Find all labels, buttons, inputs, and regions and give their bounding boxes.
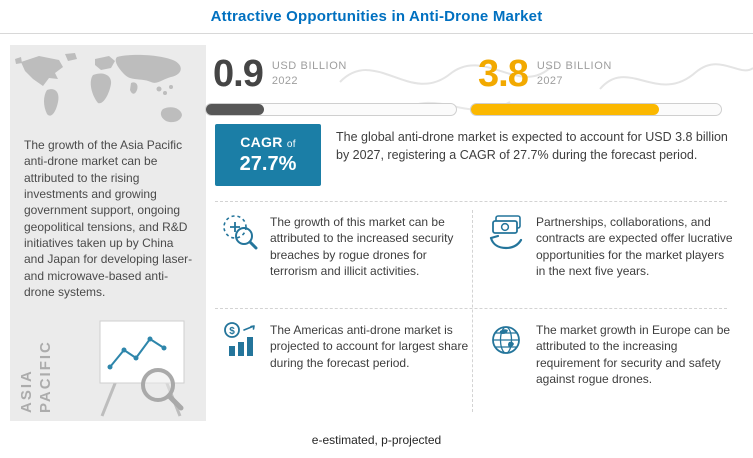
region-description: The growth of the Asia Pacific anti-dron…: [24, 138, 193, 299]
market-size-bar-2027-fill: [471, 104, 659, 115]
cagr-word: CAGR: [240, 134, 283, 150]
market-size-2027-value: 3.8: [478, 53, 529, 95]
insight-text: The Americas anti-drone market is projec…: [270, 323, 469, 370]
partnership-money-icon: [489, 215, 523, 250]
insight-text: The market growth in Europe can be attri…: [536, 323, 731, 386]
cagr-value: 27.7%: [239, 153, 297, 175]
svg-text:$: $: [229, 326, 235, 337]
cagr-of-word: of: [286, 139, 296, 150]
separator-horizontal-bottom: [215, 308, 727, 309]
cagr-description: The global anti-drone market is expected…: [336, 130, 728, 162]
insight-europe-growth: The market growth in Europe can be attri…: [486, 320, 736, 387]
globe-europe-icon: [492, 326, 520, 354]
separator-horizontal-top: [215, 201, 727, 202]
market-size-2022-year: 2022: [271, 75, 298, 87]
insight-partnerships: Partnerships, collaborations, and contra…: [486, 212, 736, 279]
drone-detection-icon: [223, 215, 258, 250]
market-size-2027-year: 2027: [536, 75, 563, 87]
insight-text: Partnerships, collaborations, and contra…: [536, 215, 733, 278]
market-size-2022-value: 0.9: [213, 53, 264, 95]
market-size-2022: 0.9 USD BILLION 2022: [213, 55, 347, 93]
market-size-2022-unit: USD BILLION: [271, 60, 347, 72]
market-size-bar-2022: [205, 103, 457, 116]
market-size-bar-2022-fill: [206, 104, 264, 115]
asia-pacific-panel: The growth of the Asia Pacific anti-dron…: [10, 45, 206, 421]
world-map-graphic: [15, 53, 182, 123]
market-size-2027-meta: USD BILLION 2027: [537, 55, 612, 93]
title-divider: [0, 33, 753, 34]
page-title: Attractive Opportunities in Anti-Drone M…: [210, 8, 543, 25]
market-size-bar-2027: [470, 103, 722, 116]
region-label: ASIA PACIFIC: [18, 340, 54, 413]
market-size-2027-unit: USD BILLION: [536, 60, 612, 72]
market-share-chart-icon: $: [224, 322, 255, 356]
market-size-2022-meta: USD BILLION 2022: [272, 55, 347, 93]
chart-board-illustration: [99, 320, 185, 417]
footnote: e-estimated, p-projected: [311, 433, 442, 447]
insight-security-breaches: The growth of this market can be attribu…: [220, 212, 470, 279]
separator-vertical: [472, 210, 473, 412]
market-size-2027: 3.8 USD BILLION 2027: [478, 55, 612, 93]
insight-americas-share: $ The Americas anti-drone market is proj…: [220, 320, 470, 371]
insight-text: The growth of this market can be attribu…: [270, 215, 454, 278]
cagr-badge: CAGR of 27.7%: [215, 124, 321, 186]
cagr-label: CAGR of: [215, 134, 321, 150]
